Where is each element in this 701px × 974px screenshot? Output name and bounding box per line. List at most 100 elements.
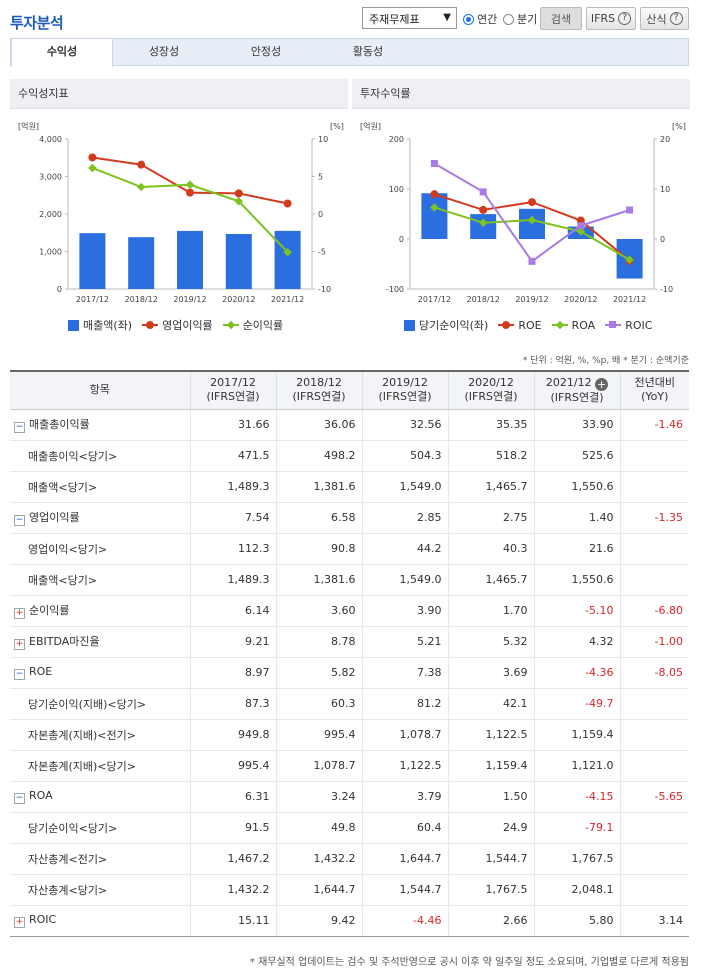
legend-swatch xyxy=(404,319,415,331)
row-label[interactable]: − ROE xyxy=(10,657,191,689)
legend-net-margin[interactable]: 순이익률 xyxy=(222,317,283,333)
legend-net-income[interactable]: 당기순이익(좌) xyxy=(404,317,488,333)
expand-icon[interactable]: + xyxy=(14,639,25,650)
x-tick-label: 2021/12 xyxy=(271,295,304,304)
row-label-text: 당기순이익<당기> xyxy=(28,821,118,835)
table-cell xyxy=(620,874,689,906)
statement-type-select[interactable]: 주재무제표 ▼ xyxy=(362,7,457,29)
header-line2: (IFRS연결) xyxy=(464,390,518,404)
row-label[interactable]: − 영업이익률 xyxy=(10,502,191,534)
row-label-text: 영업이익률 xyxy=(29,511,80,524)
table-cell: 518.2 xyxy=(448,440,535,472)
table-cell: 90.8 xyxy=(276,533,363,565)
x-tick-label: 2017/12 xyxy=(76,295,109,304)
row-label[interactable]: + 순이익률 xyxy=(10,595,191,627)
table-cell: -1.35 xyxy=(620,502,689,534)
row-label[interactable]: − 매출총이익률 xyxy=(10,409,191,441)
header-line2: (YoY) xyxy=(641,390,669,404)
question-icon: ? xyxy=(669,12,683,25)
radio-quarter-dot[interactable] xyxy=(503,13,514,25)
table-row: 자산총계<당기> 1,432.2 1,644.7 1,544.7 1,767.5 2,04… xyxy=(10,874,689,906)
tab-stability[interactable]: 안정성 xyxy=(250,45,282,58)
table-cell: 1,644.7 xyxy=(276,874,363,906)
chart-legend: 매출액(좌) 영업이익률 순이익률 xyxy=(68,317,293,333)
legend-roe[interactable]: ROE xyxy=(498,319,542,332)
column-header: 2017/12 (IFRS연결) xyxy=(190,370,277,410)
y-tick-label-left: 0 xyxy=(57,285,62,294)
collapse-icon[interactable]: − xyxy=(14,422,25,433)
table-cell xyxy=(620,471,689,503)
row-label-text: 자본총계(지배)<전기> xyxy=(28,728,136,742)
data-point xyxy=(528,257,536,265)
table-cell: 7.54 xyxy=(190,502,277,534)
tab-growth[interactable]: 성장성 xyxy=(148,45,180,58)
row-label-text: 매출액<당기> xyxy=(28,480,98,494)
row-label[interactable]: + ROIC xyxy=(10,905,191,937)
table-cell: -8.05 xyxy=(620,657,689,689)
header-line1: 전년대비 xyxy=(634,376,675,390)
table-cell: 60.4 xyxy=(362,812,449,844)
y-tick-label-left: 0 xyxy=(399,235,404,244)
radio-annual[interactable]: 연간 xyxy=(463,11,497,27)
legend-roa[interactable]: ROA xyxy=(551,319,595,332)
formula-button[interactable]: 산식 ? xyxy=(640,7,689,30)
radio-annual-dot[interactable] xyxy=(463,13,474,25)
tab-activity[interactable]: 활동성 xyxy=(352,45,384,58)
column-header: 2020/12 (IFRS연결) xyxy=(448,370,535,410)
search-button[interactable]: 검색 xyxy=(540,7,582,30)
x-tick-label: 2018/12 xyxy=(125,295,158,304)
collapse-icon[interactable]: − xyxy=(14,669,25,680)
row-label[interactable]: − ROA xyxy=(10,781,191,813)
expand-icon[interactable]: + xyxy=(14,917,25,928)
legend-swatch xyxy=(551,324,568,326)
table-cell: 1,122.5 xyxy=(362,750,449,782)
data-point xyxy=(478,218,488,228)
collapse-icon[interactable]: − xyxy=(14,793,25,804)
expand-icon[interactable]: + xyxy=(14,608,25,619)
table-cell: 112.3 xyxy=(190,533,277,565)
column-header: 전년대비 (YoY) xyxy=(620,370,689,410)
radio-quarter[interactable]: 분기 xyxy=(503,11,537,27)
panel-title: 수익성지표 xyxy=(10,79,348,109)
data-point xyxy=(479,205,488,214)
table-cell: 3.60 xyxy=(276,595,363,627)
tab-profitability[interactable]: 수익성 xyxy=(11,38,113,67)
ifrs-button-label: IFRS xyxy=(590,12,616,25)
table-cell: 6.58 xyxy=(276,502,363,534)
data-point xyxy=(576,227,586,236)
table-cell xyxy=(620,812,689,844)
legend-roic[interactable]: ROIC xyxy=(605,319,652,332)
data-point xyxy=(234,197,244,206)
table-cell: 32.56 xyxy=(362,409,449,441)
legend-operating-margin[interactable]: 영업이익률 xyxy=(142,317,213,333)
y-tick-label-left: 3,000 xyxy=(39,173,62,182)
table-cell: 1,122.5 xyxy=(448,719,535,751)
page-title: 투자분석 xyxy=(10,14,64,32)
y-tick-label-right: -5 xyxy=(318,248,326,257)
data-point xyxy=(528,198,536,207)
x-tick-label: 2021/12 xyxy=(613,295,646,304)
table-cell: 1,550.6 xyxy=(534,564,621,596)
table-cell: 24.9 xyxy=(448,812,535,844)
y-tick-label-right: -10 xyxy=(318,285,331,294)
table-cell: 81.2 xyxy=(362,688,449,720)
unit-label-left: [억원] xyxy=(360,121,381,131)
table-cell: 1,549.0 xyxy=(362,471,449,503)
row-label: 자산총계<당기> xyxy=(10,874,191,906)
legend-label: 영업이익률 xyxy=(162,319,213,332)
row-label-text: 매출액<당기> xyxy=(28,573,98,587)
table-cell xyxy=(620,843,689,875)
footnote: * 재무실적 업데이트는 검수 및 주석반영으로 공시 이후 약 일주일 정도 … xyxy=(249,957,689,968)
ifrs-button[interactable]: IFRS ? xyxy=(586,7,636,30)
row-label-text: ROA xyxy=(29,789,53,802)
table-cell: 3.79 xyxy=(362,781,449,813)
table-cell: 6.14 xyxy=(190,595,277,627)
profitability-table: 항목 2017/12 (IFRS연결) 2018/12 (IFRS연결) 2019/… xyxy=(10,370,689,937)
add-column-icon[interactable]: + xyxy=(595,377,609,391)
row-label-text: 매출총이익률 xyxy=(29,418,90,431)
collapse-icon[interactable]: − xyxy=(14,515,25,526)
y-tick-label-right: 0 xyxy=(318,210,323,219)
row-label[interactable]: + EBITDA마진율 xyxy=(10,626,191,658)
table-cell: 1.50 xyxy=(448,781,535,813)
legend-sales[interactable]: 매출액(좌) xyxy=(68,317,132,333)
